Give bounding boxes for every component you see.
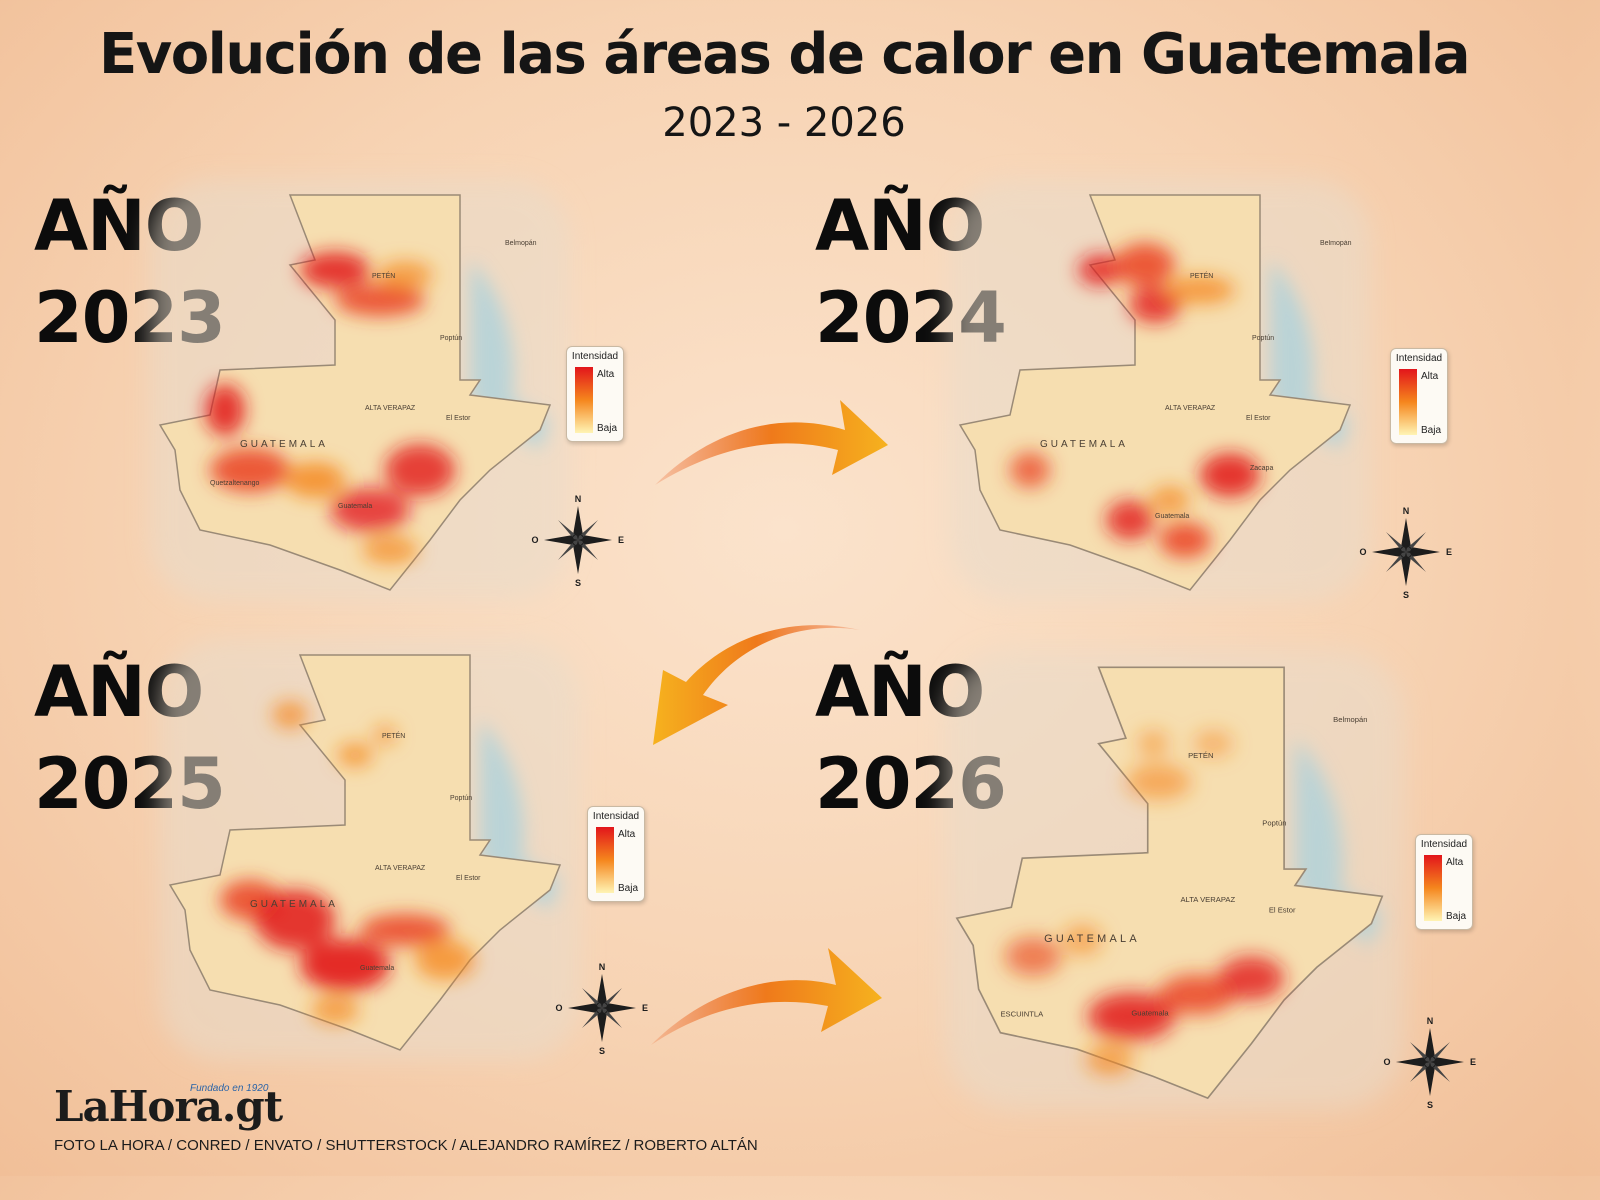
compass-n: N [1403,506,1410,516]
map-label-guatemala-city: Guatemala [1131,1008,1169,1017]
compass-2023: N S E O [531,494,624,588]
map-label-belmopan: Belmopán [1333,715,1367,724]
compass-n: N [1427,1016,1434,1026]
compass-rose-icon [568,974,636,1042]
map-label-escuintla: ESCUINTLA [1000,1009,1044,1018]
curved-arrow-icon [655,400,888,485]
legend-2025: Intensidad Alta Baja [587,806,645,902]
heat-map-2024: GUATEMALA PETÉN ALTA VERAPAZ Guatemala B… [950,180,1370,600]
legend-high: Alta [1421,371,1439,382]
map-label-peten: PETÉN [1190,271,1213,280]
legend-low: Baja [1421,425,1442,436]
map-label-alta-verapaz: ALTA VERAPAZ [365,405,416,412]
heat-layer [205,252,455,564]
page-title: Evolución de las áreas de calor en Guate… [98,22,1471,87]
map-label-zacapa: Zacapa [1250,465,1273,472]
map-label-alta-verapaz: ALTA VERAPAZ [375,865,426,872]
legend-gradient [575,367,593,433]
compass-s: S [575,578,581,588]
legend-low: Baja [1446,911,1467,922]
map-label-peten: PETÉN [372,271,395,280]
compass-o: O [1383,1057,1390,1067]
heat-layer [1010,243,1260,558]
map-label-alta-verapaz: ALTA VERAPAZ [1180,895,1235,904]
compass-s: S [1427,1100,1433,1110]
map-label-belmopan: Belmopán [505,240,537,247]
curved-arrow-icon [653,625,860,745]
compass-o: O [1359,547,1366,557]
legend-2023: Intensidad Alta Baja [566,346,624,442]
legend-title: Intensidad [1420,839,1468,850]
legend-title: Intensidad [571,351,619,362]
page-subtitle: 2023 - 2026 [662,100,906,146]
compass-2024: N S E O [1359,506,1452,600]
country-shape [958,194,1352,591]
map-label-country: GUATEMALA [250,899,338,910]
map-label-el-estor: El Estor [1269,906,1296,915]
map-label-poptun: Poptún [440,335,462,342]
arrow-2024-to-2025 [653,625,860,745]
legend-gradient [1399,369,1417,435]
legend-low: Baja [597,423,618,434]
heat-map-2023: GUATEMALA PETÉN ALTA VERAPAZ Guatemala B… [150,180,570,600]
compass-o: O [555,1003,562,1013]
map-label-guatemala-city: Guatemala [338,503,372,510]
map-label-poptun: Poptún [1262,818,1286,827]
compass-rose-icon [544,506,612,574]
heat-layer [220,701,475,1024]
compass-rose-icon [1396,1028,1464,1096]
legend-high: Alta [597,369,615,380]
arrow-2023-to-2024 [655,400,888,485]
legend-2024: Intensidad Alta Baja [1390,348,1448,444]
compass-2025: N S E O [555,962,648,1056]
heat-map-2026: GUATEMALA PETÉN ALTA VERAPAZ Guatemala B… [945,650,1405,1110]
logo-tagline: Fundado en 1920 [190,1083,269,1094]
compass-e: E [618,535,624,545]
heat-map-2025: GUATEMALA PETÉN ALTA VERAPAZ Guatemala E… [160,640,580,1060]
heat-layer [1004,730,1285,1076]
legend-high: Alta [618,829,636,840]
map-label-peten: PETÉN [1188,751,1213,760]
compass-s: S [599,1046,605,1056]
compass-e: E [642,1003,648,1013]
compass-s: S [1403,590,1409,600]
legend-gradient [1424,855,1442,921]
photo-credits: FOTO LA HORA / CONRED / ENVATO / SHUTTER… [54,1137,758,1154]
compass-n: N [575,494,582,504]
compass-2026: N S E O [1383,1016,1476,1110]
map-label-country: GUATEMALA [240,439,328,450]
map-label-poptun: Poptún [1252,335,1274,342]
curved-arrow-icon [651,948,882,1045]
compass-e: E [1446,547,1452,557]
legend-title: Intensidad [1395,353,1443,364]
arrow-2025-to-2026 [651,948,882,1045]
compass-rose-icon [1372,518,1440,586]
map-label-guatemala-city: Guatemala [360,965,394,972]
legend-high: Alta [1446,857,1464,868]
map-label-guatemala-city: Guatemala [1155,513,1189,520]
map-label-el-estor: El Estor [446,415,471,422]
map-label-poptun: Poptún [450,795,472,802]
map-label-belmopan: Belmopán [1320,240,1352,247]
compass-o: O [531,535,538,545]
map-label-el-estor: El Estor [456,875,481,882]
map-label-alta-verapaz: ALTA VERAPAZ [1165,405,1216,412]
legend-gradient [596,827,614,893]
map-label-country: GUATEMALA [1040,439,1128,450]
compass-e: E [1470,1057,1476,1067]
map-label-quetzaltenango: Quetzaltenango [210,480,260,487]
lahora-logo: LaHora.gt [54,1082,283,1131]
compass-n: N [599,962,606,972]
map-label-peten: PETÉN [382,731,405,740]
map-label-country: GUATEMALA [1044,933,1140,945]
legend-2026: Intensidad Alta Baja [1415,834,1473,930]
legend-title: Intensidad [592,811,640,822]
legend-low: Baja [618,883,639,894]
map-label-el-estor: El Estor [1246,415,1271,422]
